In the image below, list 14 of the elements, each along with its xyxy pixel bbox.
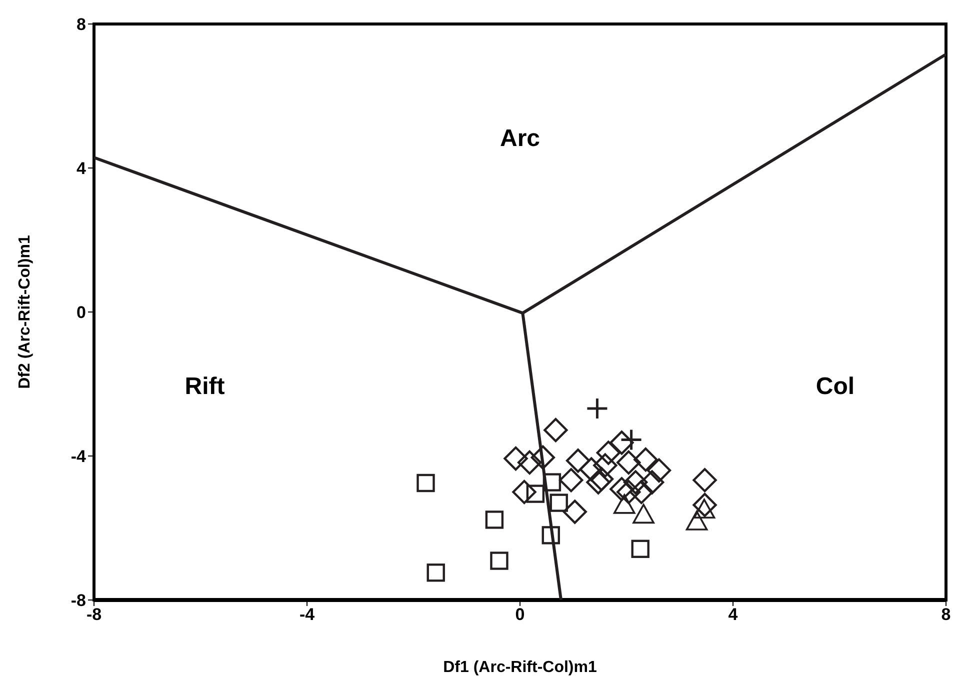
x-axis-title: Df1 (Arc-Rift-Col)m1 <box>443 659 597 676</box>
y-tick-label: 8 <box>76 15 86 34</box>
x-tick-label: 8 <box>941 605 951 624</box>
x-tick-label: 0 <box>515 605 525 624</box>
y-tick-label: 0 <box>76 303 86 322</box>
annotation: Rift <box>184 372 225 401</box>
y-tick-label: 4 <box>76 159 87 178</box>
y-tick-label: -8 <box>70 591 86 610</box>
y-axis-title: Df2 (Arc-Rift-Col)m1 <box>16 235 34 389</box>
annotation: Col <box>816 372 855 401</box>
x-tick-label: -4 <box>299 605 316 624</box>
x-tick-label: 4 <box>728 605 738 624</box>
annotation: Arc <box>500 125 540 154</box>
y-tick-label: -4 <box>70 447 87 466</box>
